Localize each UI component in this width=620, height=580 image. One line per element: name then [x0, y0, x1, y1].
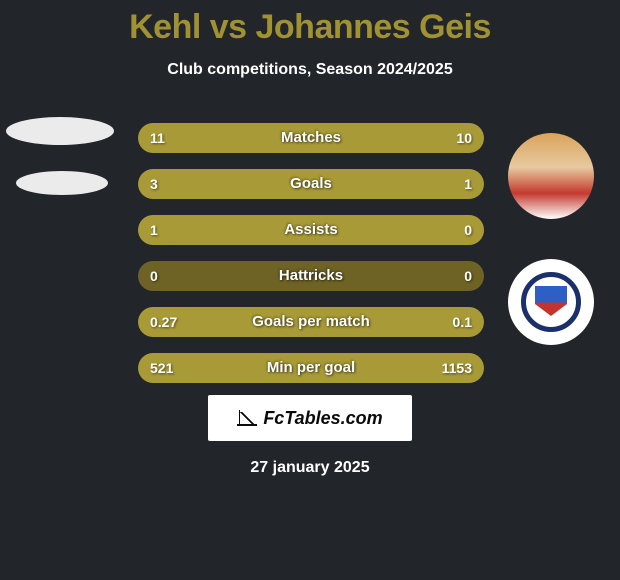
stat-bar: Goals3 1 [138, 169, 484, 199]
date-text: 27 january 2025 [0, 459, 620, 477]
stat-bar-right-value: 1 [464, 169, 472, 199]
stat-bar-right-value: 0.1 [453, 307, 472, 337]
stat-bar-right-value: 0 [464, 261, 472, 291]
stat-bar-label: Goals [138, 169, 484, 199]
content-area: Matches1110Goals31Assists10Hattricks00Go… [0, 113, 620, 383]
stat-bar-left-value: 0.27 [150, 307, 177, 337]
club-badge-avatar [508, 259, 594, 345]
stat-bar-label: Matches [138, 123, 484, 153]
stat-bar-left-value: 11 [150, 123, 165, 153]
brand-text: FcTables.com [263, 408, 382, 429]
stat-bar-right-value: 10 [456, 123, 472, 153]
stat-bar-label: Goals per match [138, 307, 484, 337]
player-placeholder-oval-2 [16, 171, 108, 195]
stat-bar: Min per goal521 1153 [138, 353, 484, 383]
stat-bar-label: Min per goal [138, 353, 484, 383]
right-avatar-column [508, 133, 598, 385]
stat-bars: Matches1110Goals31Assists10Hattricks00Go… [138, 123, 484, 399]
left-avatar-column [6, 117, 116, 221]
club-badge-icon [521, 272, 581, 332]
stat-bar-left-value: 1 [150, 215, 158, 245]
stat-bar-label: Hattricks [138, 261, 484, 291]
stat-bar: Hattricks0 0 [138, 261, 484, 291]
chart-icon [237, 410, 257, 426]
page-title: Kehl vs Johannes Geis [0, 0, 620, 47]
stat-bar-right-value: 0 [464, 215, 472, 245]
stat-bar: Assists1 0 [138, 215, 484, 245]
brand-attribution: FcTables.com [208, 395, 412, 441]
stat-bar: Matches11 10 [138, 123, 484, 153]
page-subtitle: Club competitions, Season 2024/2025 [0, 61, 620, 79]
stat-bar-right-value: 1153 [442, 353, 472, 383]
stat-bar-label: Assists [138, 215, 484, 245]
comparison-infographic: Kehl vs Johannes Geis Club competitions,… [0, 0, 620, 580]
stat-bar: Goals per match0.27 0.1 [138, 307, 484, 337]
player-placeholder-oval-1 [6, 117, 114, 145]
stat-bar-left-value: 521 [150, 353, 173, 383]
stat-bar-left-value: 3 [150, 169, 158, 199]
stat-bar-left-value: 0 [150, 261, 158, 291]
player-photo-avatar [508, 133, 594, 219]
